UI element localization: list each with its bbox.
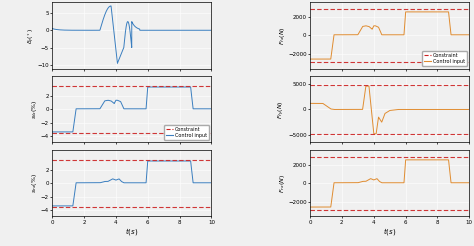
- X-axis label: $t(s)$: $t(s)$: [125, 226, 138, 237]
- Y-axis label: $F_{rx}(N)$: $F_{rx}(N)$: [278, 174, 287, 193]
- Y-axis label: $\delta_f(^\circ)$: $\delta_f(^\circ)$: [26, 27, 36, 44]
- Y-axis label: $s_{fx}(\%)$: $s_{fx}(\%)$: [30, 100, 39, 119]
- X-axis label: $t(s)$: $t(s)$: [383, 226, 396, 237]
- Y-axis label: $s_{rx}(\%)$: $s_{rx}(\%)$: [30, 173, 39, 193]
- Legend: Constraint, Control input: Constraint, Control input: [421, 51, 467, 66]
- Y-axis label: $F_{fy}(N)$: $F_{fy}(N)$: [276, 100, 287, 119]
- Y-axis label: $F_{fx}(N)$: $F_{fx}(N)$: [278, 26, 287, 45]
- Legend: Constraint, Control input: Constraint, Control input: [164, 125, 209, 140]
